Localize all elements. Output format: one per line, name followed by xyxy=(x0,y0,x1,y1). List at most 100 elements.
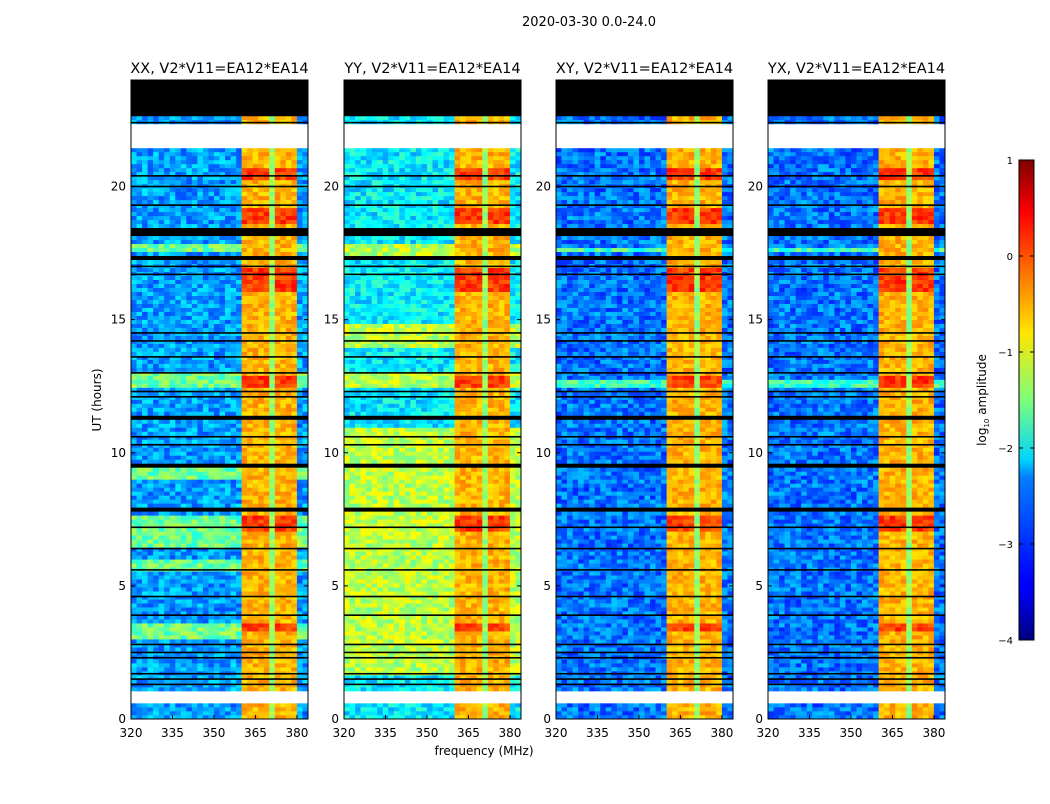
heatmap-cell xyxy=(203,475,209,479)
heatmap-cell xyxy=(258,707,264,711)
heatmap-cell xyxy=(275,364,281,368)
heatmap-cell xyxy=(153,268,159,272)
heatmap-cell xyxy=(192,364,198,368)
heatmap-cell xyxy=(236,571,242,575)
heatmap-cell xyxy=(280,244,286,248)
heatmap-cell xyxy=(159,320,165,324)
heatmap-cell xyxy=(438,667,444,671)
heatmap-cell-nodata xyxy=(131,136,308,140)
heatmap-cell xyxy=(225,495,231,499)
heatmap-cell xyxy=(208,360,214,364)
heatmap-cell xyxy=(153,563,159,567)
heatmap-cell xyxy=(427,711,433,715)
heatmap-cell xyxy=(175,276,181,280)
heatmap-cell xyxy=(291,196,297,200)
heatmap-cell xyxy=(460,707,466,711)
heatmap-cell xyxy=(280,627,286,631)
heatmap-cell xyxy=(291,423,297,427)
heatmap-cell xyxy=(297,711,303,715)
heatmap-cell xyxy=(269,296,275,300)
heatmap-cell xyxy=(208,627,214,631)
heatmap-cell xyxy=(482,667,488,671)
heatmap-cell xyxy=(181,707,187,711)
heatmap-cell xyxy=(253,555,259,559)
heatmap-cell xyxy=(275,491,281,495)
heatmap-cell xyxy=(186,376,192,380)
heatmap-cell xyxy=(231,571,237,575)
heatmap-cell xyxy=(269,491,275,495)
heatmap-cell xyxy=(170,192,176,196)
heatmap-cell xyxy=(181,268,187,272)
heatmap-cell xyxy=(275,603,281,607)
heatmap-cell xyxy=(131,471,137,475)
heatmap-cell xyxy=(220,439,226,443)
heatmap-cell xyxy=(153,116,159,120)
heatmap-cell xyxy=(258,503,264,507)
heatmap-cell xyxy=(164,499,170,503)
heatmap-cell xyxy=(131,360,137,364)
heatmap-cell xyxy=(153,308,159,312)
heatmap-cell xyxy=(247,427,253,431)
heatmap-cell xyxy=(203,703,209,707)
heatmap-cell xyxy=(197,400,203,404)
heatmap-cell xyxy=(131,511,137,515)
heatmap-cell xyxy=(192,475,198,479)
heatmap-cell xyxy=(247,152,253,156)
heatmap-cell xyxy=(236,152,242,156)
heatmap-cell xyxy=(208,427,214,431)
heatmap-cell xyxy=(280,623,286,627)
heatmap-cell xyxy=(159,571,165,575)
heatmap-cell xyxy=(153,639,159,643)
heatmap-cell xyxy=(302,268,308,272)
heatmap-cell xyxy=(377,687,383,691)
heatmap-cell xyxy=(181,407,187,411)
heatmap-cell xyxy=(153,603,159,607)
heatmap-cell xyxy=(208,220,214,224)
heatmap-cell xyxy=(170,711,176,715)
heatmap-cell xyxy=(388,711,394,715)
heatmap-cell xyxy=(153,711,159,715)
heatmap-cell xyxy=(148,304,154,308)
heatmap-cell xyxy=(220,403,226,407)
heatmap-cell xyxy=(253,308,259,312)
heatmap-cell xyxy=(231,543,237,547)
heatmap-cell xyxy=(220,312,226,316)
heatmap-cell xyxy=(286,619,292,623)
heatmap-cell xyxy=(264,192,270,196)
heatmap-cell xyxy=(137,491,143,495)
heatmap-cell xyxy=(197,148,203,152)
heatmap-cell xyxy=(164,635,170,639)
heatmap-cell xyxy=(131,280,137,284)
heatmap-cell xyxy=(148,711,154,715)
heatmap-cell xyxy=(197,152,203,156)
heatmap-cell xyxy=(297,380,303,384)
heatmap-cell xyxy=(258,208,264,212)
heatmap-cell xyxy=(203,364,209,368)
heatmap-cell xyxy=(253,491,259,495)
heatmap-cell xyxy=(197,384,203,388)
heatmap-cell xyxy=(253,328,259,332)
heatmap-cell xyxy=(159,531,165,535)
heatmap-cell xyxy=(164,575,170,579)
heatmap-cell xyxy=(231,511,237,515)
heatmap-cell xyxy=(208,276,214,280)
heatmap-cell xyxy=(225,475,231,479)
heatmap-cell xyxy=(214,276,220,280)
heatmap-cell xyxy=(286,623,292,627)
heatmap-cell-flagged xyxy=(131,104,308,108)
heatmap-cell xyxy=(148,535,154,539)
heatmap-cell xyxy=(220,555,226,559)
heatmap-cell xyxy=(236,360,242,364)
heatmap-cell xyxy=(137,328,143,332)
heatmap-cell-flagged xyxy=(131,92,308,96)
heatmap-cell xyxy=(137,667,143,671)
heatmap-cell xyxy=(280,479,286,483)
heatmap-cell xyxy=(269,459,275,463)
heatmap-cell xyxy=(231,284,237,288)
heatmap-cell xyxy=(421,647,427,651)
heatmap-cell xyxy=(208,555,214,559)
heatmap-cell xyxy=(137,487,143,491)
heatmap-cell xyxy=(231,459,237,463)
heatmap-cell xyxy=(214,659,220,663)
heatmap-cell xyxy=(170,276,176,280)
